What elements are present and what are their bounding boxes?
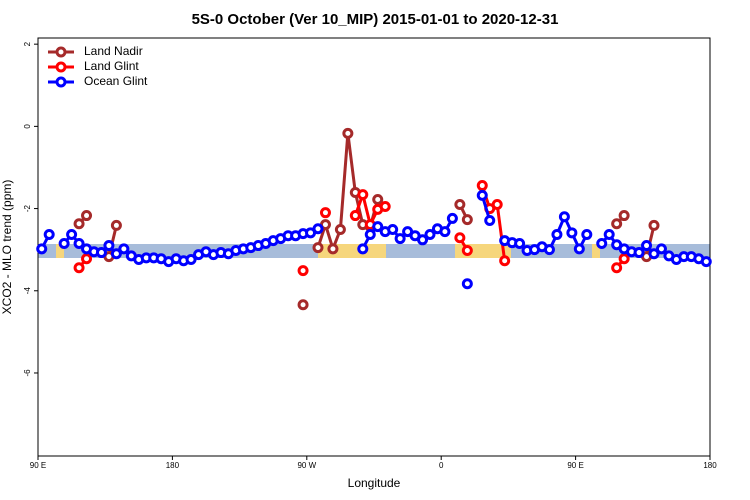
data-point <box>484 214 496 226</box>
data-point <box>66 228 78 240</box>
data-point <box>95 247 107 259</box>
data-point <box>461 214 473 226</box>
data-point <box>334 224 346 236</box>
x-tick-label: 90 W <box>297 461 316 470</box>
data-point <box>461 278 473 290</box>
legend-marker <box>55 46 67 58</box>
x-tick-label: 90 E <box>567 461 583 470</box>
chart-title: 5S-0 October (Ver 10_MIP) 2015-01-01 to … <box>192 11 559 28</box>
data-point <box>36 243 48 255</box>
legend-label: Land Nadir <box>84 44 143 58</box>
data-point <box>110 219 122 231</box>
x-axis-label: Longitude <box>348 476 401 490</box>
data-point <box>58 238 70 250</box>
data-point <box>641 240 653 252</box>
data-point <box>185 254 197 266</box>
data-point <box>103 240 115 252</box>
data-point <box>581 228 593 240</box>
data-point <box>558 211 570 223</box>
x-tick-label: 90 E <box>30 461 46 470</box>
data-point <box>357 189 369 201</box>
data-point <box>342 127 354 139</box>
data-point <box>43 228 55 240</box>
data-point <box>312 242 324 254</box>
data-point <box>372 194 384 206</box>
data-point <box>73 238 85 250</box>
data-point <box>372 221 384 233</box>
y-tick-label: 2 <box>23 41 32 46</box>
y-tick-label: -4 <box>23 287 32 295</box>
data-point <box>297 265 309 277</box>
data-point <box>611 262 623 274</box>
data-point <box>618 210 630 222</box>
x-tick-label: 0 <box>439 461 444 470</box>
legend-label: Land Glint <box>84 59 139 73</box>
data-point <box>312 223 324 235</box>
data-point <box>603 228 615 240</box>
data-point <box>73 218 85 230</box>
data-point <box>543 244 555 256</box>
data-point <box>357 243 369 255</box>
data-point <box>655 243 667 255</box>
data-point <box>364 228 376 240</box>
data-point <box>319 207 331 219</box>
data-point <box>73 262 85 274</box>
data-point <box>573 243 585 255</box>
data-point <box>394 233 406 245</box>
data-point <box>633 247 645 259</box>
data-point <box>551 228 563 240</box>
data-point <box>476 180 488 192</box>
data-point <box>110 248 122 260</box>
data-point <box>476 189 488 201</box>
y-tick-label: -6 <box>23 369 32 377</box>
data-point <box>618 253 630 265</box>
data-point <box>648 248 660 260</box>
data-point <box>349 210 361 222</box>
x-tick-label: 180 <box>166 461 180 470</box>
data-point <box>327 243 339 255</box>
legend-marker <box>55 61 67 73</box>
data-point <box>297 299 309 311</box>
data-point <box>454 198 466 210</box>
data-point <box>387 224 399 236</box>
data-point <box>424 228 436 240</box>
data-point <box>491 198 503 210</box>
data-point <box>439 226 451 238</box>
y-tick-label: -2 <box>23 204 32 212</box>
data-point <box>461 244 473 256</box>
data-point <box>81 253 93 265</box>
data-point <box>499 255 511 267</box>
data-point <box>514 238 526 250</box>
data-point <box>700 256 712 268</box>
series <box>36 189 712 290</box>
legend-marker <box>55 76 67 88</box>
data-point <box>648 219 660 231</box>
legend-label: Ocean Glint <box>84 74 148 88</box>
data-point <box>611 218 623 230</box>
data-point <box>379 201 391 213</box>
data-point <box>596 238 608 250</box>
x-tick-label: 180 <box>703 461 717 470</box>
data-point <box>454 232 466 244</box>
data-point <box>446 212 458 224</box>
y-tick-label: 0 <box>23 124 32 129</box>
data-point <box>566 227 578 239</box>
data-point <box>118 243 130 255</box>
data-point <box>417 234 429 246</box>
data-point <box>81 210 93 222</box>
series <box>73 127 660 311</box>
y-axis-label: XCO2 - MLO trend (ppm) <box>0 180 14 315</box>
